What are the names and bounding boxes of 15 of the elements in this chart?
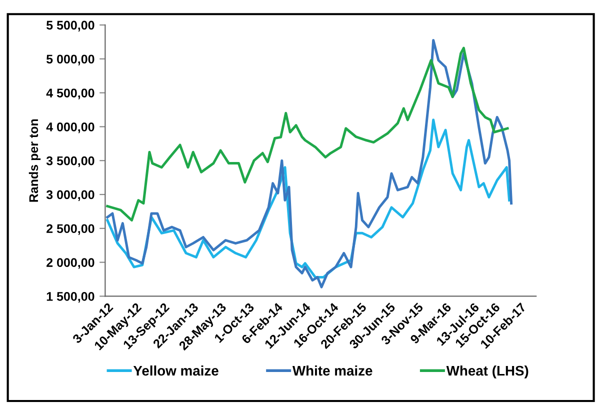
y-tick-label: 4 500,00 [46,88,94,100]
legend-label: Wheat (LHS) [446,365,528,378]
legend-label: Yellow maize [133,365,218,376]
y-tick-label: 1 500,00 [46,292,94,303]
y-tick-label: 5 000,00 [46,54,94,66]
line-series [106,46,509,222]
y-tick-label: 3 000,00 [46,190,94,201]
y-tick-label: 3 500,00 [46,156,94,168]
line-series [106,38,513,288]
y-tick-label: 2 500,00 [46,224,94,235]
y-tick-label: 2 000,00 [46,258,94,269]
y-tick-label: 5 500,00 [46,20,94,32]
legend-label: White maize [292,365,372,376]
y-axis-title: Rands per ton [28,119,41,202]
y-tick-label: 4 000,00 [46,122,94,134]
